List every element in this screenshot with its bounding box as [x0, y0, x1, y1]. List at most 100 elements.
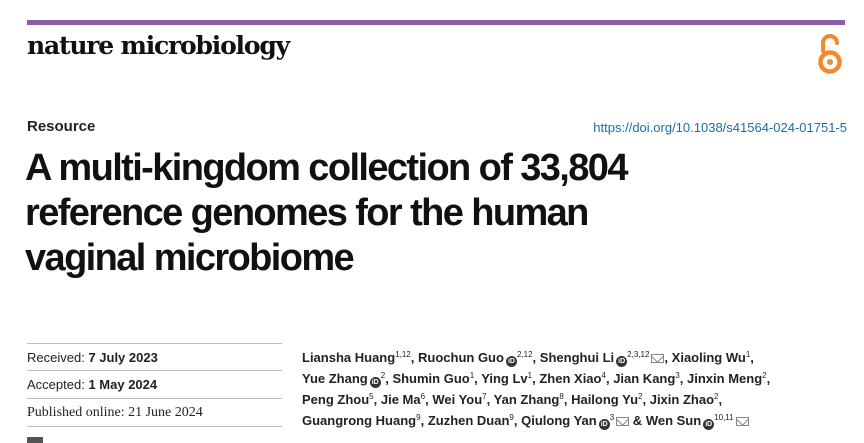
published-date: Published online: 21 June 2024	[27, 399, 282, 427]
author-label[interactable]: Ruochun Guo	[418, 350, 504, 365]
affiliation-number: 10,11	[714, 413, 734, 422]
author-label[interactable]: Hailong Yu	[571, 392, 639, 407]
affiliation-number: 6	[420, 392, 426, 401]
journal-name[interactable]: nature microbiology	[27, 31, 290, 60]
divider-mark	[27, 437, 43, 443]
received-date: Received: 7 July 2023	[27, 343, 282, 371]
author-label[interactable]: Peng Zhou	[302, 392, 370, 407]
author-name[interactable]: Qiulong Yan iD3 &	[521, 413, 643, 430]
affiliation-number: 1	[469, 371, 475, 380]
orcid-icon[interactable]: iD	[598, 419, 610, 430]
author-name[interactable]: Ruochun Guo iD2,12,	[418, 350, 537, 367]
author-name[interactable]: Yan Zhang8,	[494, 392, 568, 407]
author-label[interactable]: Jinxin Meng	[687, 371, 763, 386]
author-label[interactable]: Ying Lv	[481, 371, 528, 386]
author-list: Liansha Huang1,12, Ruochun Guo iD2,12, Sh…	[302, 347, 842, 431]
author-name[interactable]: Zuzhen Duan9,	[428, 413, 518, 428]
received-value: 7 July 2023	[88, 350, 158, 365]
author-name[interactable]: Jinxin Meng2,	[687, 371, 770, 386]
author-separator: ,	[532, 371, 536, 386]
author-label[interactable]: Shumin Guo	[392, 371, 470, 386]
title-line: reference genomes for the human	[25, 192, 589, 234]
affiliation-number: 2,12	[516, 350, 533, 359]
article-dates: Received: 7 July 2023 Accepted: 1 May 20…	[27, 343, 282, 427]
open-access-lock-icon[interactable]	[816, 31, 844, 75]
author-name[interactable]: Peng Zhou5,	[302, 392, 377, 407]
orcid-icon[interactable]: iD	[703, 419, 715, 430]
affiliation-number: 1,12	[395, 350, 411, 359]
author-name[interactable]: Hailong Yu2,	[571, 392, 646, 407]
title-line: A multi-kingdom collection of 33,804	[25, 147, 628, 189]
affiliation-number: 1	[745, 350, 751, 359]
author-name[interactable]: Jie Ma6,	[381, 392, 429, 407]
orcid-icon[interactable]: iD	[369, 377, 381, 388]
orcid-icon[interactable]: iD	[616, 356, 628, 367]
affiliation-number: 8	[559, 392, 564, 401]
author-label[interactable]: Wei You	[432, 392, 483, 407]
author-label[interactable]: Jie Ma	[380, 392, 421, 407]
affiliation-number: 2	[714, 392, 719, 401]
author-separator: ,	[664, 350, 669, 365]
author-label[interactable]: Jian Kang	[613, 371, 676, 386]
author-separator: ,	[642, 392, 647, 407]
affiliation-number: 9	[509, 413, 514, 422]
author-label[interactable]: Zhen Xiao	[539, 371, 602, 386]
author-label[interactable]: Yue Zhang	[302, 371, 368, 386]
author-label[interactable]: Yan Zhang	[493, 392, 560, 407]
author-name[interactable]: Shumin Guo1,	[392, 371, 477, 386]
affiliation-number: 3	[609, 413, 615, 422]
author-separator: ,	[718, 392, 723, 407]
author-separator: ,	[513, 413, 518, 428]
affiliation-number: 4	[601, 371, 606, 380]
journal-accent-bar	[27, 20, 845, 25]
author-name[interactable]: Ying Lv1,	[481, 371, 536, 386]
author-separator: ,	[474, 371, 478, 386]
author-separator: &	[629, 413, 643, 428]
author-separator: ,	[605, 371, 610, 386]
author-separator: ,	[679, 371, 684, 386]
author-separator: ,	[385, 371, 389, 386]
affiliation-number: 5	[369, 392, 374, 401]
author-label[interactable]: Qiulong Yan	[521, 413, 597, 428]
author-separator: ,	[532, 350, 537, 365]
affiliation-number: 1	[527, 371, 533, 380]
author-separator: ,	[486, 392, 491, 407]
author-name[interactable]: Guangrong Huang9,	[302, 413, 424, 428]
author-name[interactable]: Shenghui Li iD2,3,12,	[539, 350, 669, 367]
author-label[interactable]: Jixin Zhao	[649, 392, 715, 407]
author-label[interactable]: Wen Sun	[645, 413, 702, 428]
author-name[interactable]: Jian Kang3,	[613, 371, 683, 386]
doi-link[interactable]: https://doi.org/10.1038/s41564-024-01751…	[593, 120, 847, 135]
author-separator: ,	[373, 392, 378, 407]
accepted-date: Accepted: 1 May 2024	[27, 371, 282, 399]
email-icon[interactable]	[616, 417, 630, 426]
author-name[interactable]: Liansha Huang1,12,	[302, 350, 414, 365]
affiliation-number: 7	[482, 392, 487, 401]
received-label: Received:	[27, 350, 85, 365]
author-name[interactable]: Wen Sun iD10,11	[645, 413, 749, 430]
affiliation-number: 2,3,12	[627, 350, 650, 359]
author-separator: ,	[563, 392, 568, 407]
email-icon[interactable]	[651, 354, 665, 363]
email-icon[interactable]	[735, 417, 749, 426]
author-label[interactable]: Xiaoling Wu	[671, 350, 746, 365]
article-title: A multi-kingdom collection of 33,804 ref…	[25, 146, 845, 281]
author-label[interactable]: Liansha Huang	[302, 350, 396, 365]
author-name[interactable]: Yue Zhang iD2,	[302, 371, 389, 388]
author-label[interactable]: Guangrong Huang	[302, 413, 417, 428]
author-name[interactable]: Xiaoling Wu1,	[672, 350, 754, 365]
author-separator: ,	[410, 350, 415, 365]
author-separator: ,	[420, 413, 425, 428]
orcid-icon[interactable]: iD	[505, 356, 517, 367]
article-type: Resource	[27, 118, 96, 135]
author-name[interactable]: Zhen Xiao4,	[539, 371, 609, 386]
author-name[interactable]: Wei You7,	[432, 392, 490, 407]
accepted-label: Accepted:	[27, 377, 85, 392]
author-label[interactable]: Zuzhen Duan	[427, 413, 510, 428]
accepted-value: 1 May 2024	[88, 377, 158, 392]
affiliation-number: 2	[762, 371, 767, 380]
author-name[interactable]: Jixin Zhao2,	[650, 392, 722, 407]
author-separator: ,	[750, 350, 754, 365]
affiliation-number: 2	[380, 371, 386, 380]
author-label[interactable]: Shenghui Li	[539, 350, 615, 365]
